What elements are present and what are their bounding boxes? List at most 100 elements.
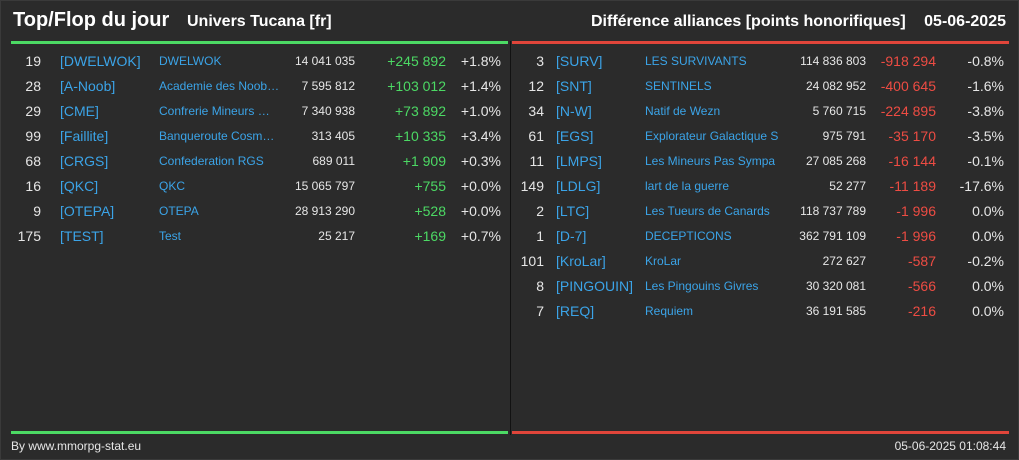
points-cell: 118 737 789 bbox=[800, 204, 866, 218]
alliance-tag-link[interactable]: [QKC] bbox=[60, 178, 99, 194]
alliance-name-link[interactable]: Les Mineurs Pas Sympa bbox=[645, 154, 776, 168]
rank-cell: 1 bbox=[536, 228, 544, 244]
alliance-tag-link[interactable]: [SNT] bbox=[556, 78, 592, 94]
difference-cell: -566 bbox=[907, 278, 936, 294]
alliance-name-link[interactable]: Natif de Wezn bbox=[645, 104, 721, 118]
rank-cell: 19 bbox=[25, 53, 41, 69]
alliance-name-link[interactable]: OTEPA bbox=[159, 204, 199, 218]
alliance-name-link[interactable]: LES SURVIVANTS bbox=[645, 54, 747, 68]
alliance-tag-link[interactable]: [Faillite] bbox=[60, 128, 109, 144]
difference-cell: +10 335 bbox=[395, 128, 446, 144]
ranking-type-label: Différence alliances [points honorifique… bbox=[590, 13, 906, 30]
difference-cell: +73 892 bbox=[395, 103, 446, 119]
difference-cell: -1 996 bbox=[896, 228, 936, 244]
table-row: 7 [REQ] Requiem 36 191 585 -216 0.0% bbox=[512, 299, 1009, 324]
alliance-name-link[interactable]: DWELWOK bbox=[159, 54, 222, 68]
percent-cell: +0.7% bbox=[460, 228, 501, 244]
alliance-name-link[interactable]: Requiem bbox=[645, 304, 694, 318]
percent-cell: -0.2% bbox=[967, 253, 1004, 269]
alliance-name-link[interactable]: Les Pingouins Givres bbox=[645, 279, 759, 293]
column-divider bbox=[510, 41, 511, 435]
percent-cell: -1.6% bbox=[967, 78, 1004, 94]
points-cell: 313 405 bbox=[311, 129, 355, 143]
source-link[interactable]: By www.mmorpg-stat.eu bbox=[11, 439, 142, 453]
rank-cell: 68 bbox=[25, 153, 41, 169]
points-cell: 36 191 585 bbox=[805, 304, 866, 318]
alliance-name-link[interactable]: Academie des Noob… bbox=[159, 79, 280, 93]
difference-cell: +169 bbox=[414, 228, 446, 244]
alliance-tag-link[interactable]: [CRGS] bbox=[60, 153, 109, 169]
points-cell: 114 836 803 bbox=[800, 54, 866, 68]
page-title: Top/Flop du jour bbox=[13, 9, 170, 31]
timestamp: 05-06-2025 01:08:44 bbox=[894, 439, 1006, 453]
percent-cell: +0.0% bbox=[460, 203, 501, 219]
table-row: 1 [D-7] DECEPTICONS 362 791 109 -1 996 0.0% bbox=[512, 224, 1009, 249]
alliance-tag-link[interactable]: [SURV] bbox=[556, 53, 603, 69]
alliance-tag-link[interactable]: [CME] bbox=[60, 103, 99, 119]
rank-cell: 7 bbox=[536, 303, 544, 319]
universe-label: Univers Tucana [fr] bbox=[187, 13, 332, 30]
alliance-tag-link[interactable]: [REQ] bbox=[556, 303, 595, 319]
table-row: 34 [N-W] Natif de Wezn 5 760 715 -224 895 -3.… bbox=[512, 99, 1009, 124]
points-cell: 52 277 bbox=[829, 179, 866, 193]
alliance-name-link[interactable]: Test bbox=[159, 229, 182, 243]
alliance-tag-link[interactable]: [D-7] bbox=[556, 228, 587, 244]
table-row: 28 [A-Noob] Academie des Noob… 7 595 812 +10… bbox=[11, 74, 508, 99]
table-row: 16 [QKC] QKC 15 065 797 +755 +0.0% bbox=[11, 174, 508, 199]
difference-cell: +755 bbox=[414, 178, 446, 194]
alliance-tag-link[interactable]: [DWELWOK] bbox=[60, 53, 141, 69]
rank-cell: 149 bbox=[520, 178, 544, 194]
difference-cell: -1 996 bbox=[896, 203, 936, 219]
alliance-name-link[interactable]: lart de la guerre bbox=[645, 179, 730, 193]
alliance-tag-link[interactable]: [TEST] bbox=[60, 228, 104, 244]
alliance-tag-link[interactable]: [LDLG] bbox=[556, 178, 601, 194]
alliance-tag-link[interactable]: [A-Noob] bbox=[60, 78, 116, 94]
rank-cell: 11 bbox=[529, 153, 544, 169]
bottom-gain-bar bbox=[11, 431, 508, 434]
alliance-tag-link[interactable]: [EGS] bbox=[556, 128, 594, 144]
top-gain-bar bbox=[11, 41, 508, 44]
points-cell: 272 627 bbox=[822, 254, 866, 268]
alliance-name-link[interactable]: DECEPTICONS bbox=[645, 229, 732, 243]
table-row: 8 [PINGOUIN] Les Pingouins Givres 30 320 08… bbox=[512, 274, 1009, 299]
points-cell: 975 791 bbox=[822, 129, 866, 143]
alliance-tag-link[interactable]: [KroLar] bbox=[556, 253, 606, 269]
points-cell: 14 041 035 bbox=[294, 54, 355, 68]
points-cell: 7 595 812 bbox=[301, 79, 355, 93]
top-gainers-table: 19 [DWELWOK] DWELWOK 14 041 035 +245 892 +1.8… bbox=[11, 49, 508, 249]
difference-cell: -224 895 bbox=[880, 103, 936, 119]
alliance-tag-link[interactable]: [LMPS] bbox=[556, 153, 602, 169]
points-cell: 28 913 290 bbox=[294, 204, 355, 218]
difference-cell: +1 909 bbox=[402, 153, 446, 169]
table-row: 29 [CME] Confrerie Mineurs … 7 340 938 +73 8… bbox=[11, 99, 508, 124]
alliance-name-link[interactable]: KroLar bbox=[645, 254, 682, 268]
table-row: 11 [LMPS] Les Mineurs Pas Sympa 27 085 268 -… bbox=[512, 149, 1009, 174]
rank-cell: 3 bbox=[536, 53, 544, 69]
alliance-tag-link[interactable]: [N-W] bbox=[556, 103, 592, 119]
rank-cell: 175 bbox=[17, 228, 41, 244]
alliance-name-link[interactable]: QKC bbox=[159, 179, 186, 193]
difference-cell: +528 bbox=[414, 203, 446, 219]
rank-cell: 16 bbox=[25, 178, 41, 194]
percent-cell: 0.0% bbox=[972, 228, 1004, 244]
percent-cell: -0.8% bbox=[967, 53, 1004, 69]
alliance-tag-link[interactable]: [PINGOUIN] bbox=[556, 278, 634, 294]
table-row: 149 [LDLG] lart de la guerre 52 277 -11 189 -… bbox=[512, 174, 1009, 199]
table-row: 175 [TEST] Test 25 217 +169 +0.7% bbox=[11, 224, 508, 249]
alliance-name-link[interactable]: Les Tueurs de Canards bbox=[645, 204, 770, 218]
alliance-tag-link[interactable]: [LTC] bbox=[556, 203, 590, 219]
alliance-name-link[interactable]: SENTINELS bbox=[645, 79, 712, 93]
alliance-name-link[interactable]: Confrerie Mineurs … bbox=[159, 104, 270, 118]
percent-cell: +0.3% bbox=[460, 153, 501, 169]
alliance-tag-link[interactable]: [OTEPA] bbox=[60, 203, 115, 219]
percent-cell: +0.0% bbox=[460, 178, 501, 194]
points-cell: 362 791 109 bbox=[799, 229, 866, 243]
alliance-name-link[interactable]: Explorateur Galactique S bbox=[645, 129, 779, 143]
table-row: 19 [DWELWOK] DWELWOK 14 041 035 +245 892 +1.8… bbox=[11, 49, 508, 74]
difference-cell: -16 144 bbox=[888, 153, 936, 169]
table-row: 99 [Faillite] Banqueroute Cosm… 313 405 +10 … bbox=[11, 124, 508, 149]
alliance-name-link[interactable]: Banqueroute Cosm… bbox=[159, 129, 275, 143]
percent-cell: +1.4% bbox=[460, 78, 501, 94]
rank-cell: 12 bbox=[528, 78, 544, 94]
alliance-name-link[interactable]: Confederation RGS bbox=[159, 154, 264, 168]
